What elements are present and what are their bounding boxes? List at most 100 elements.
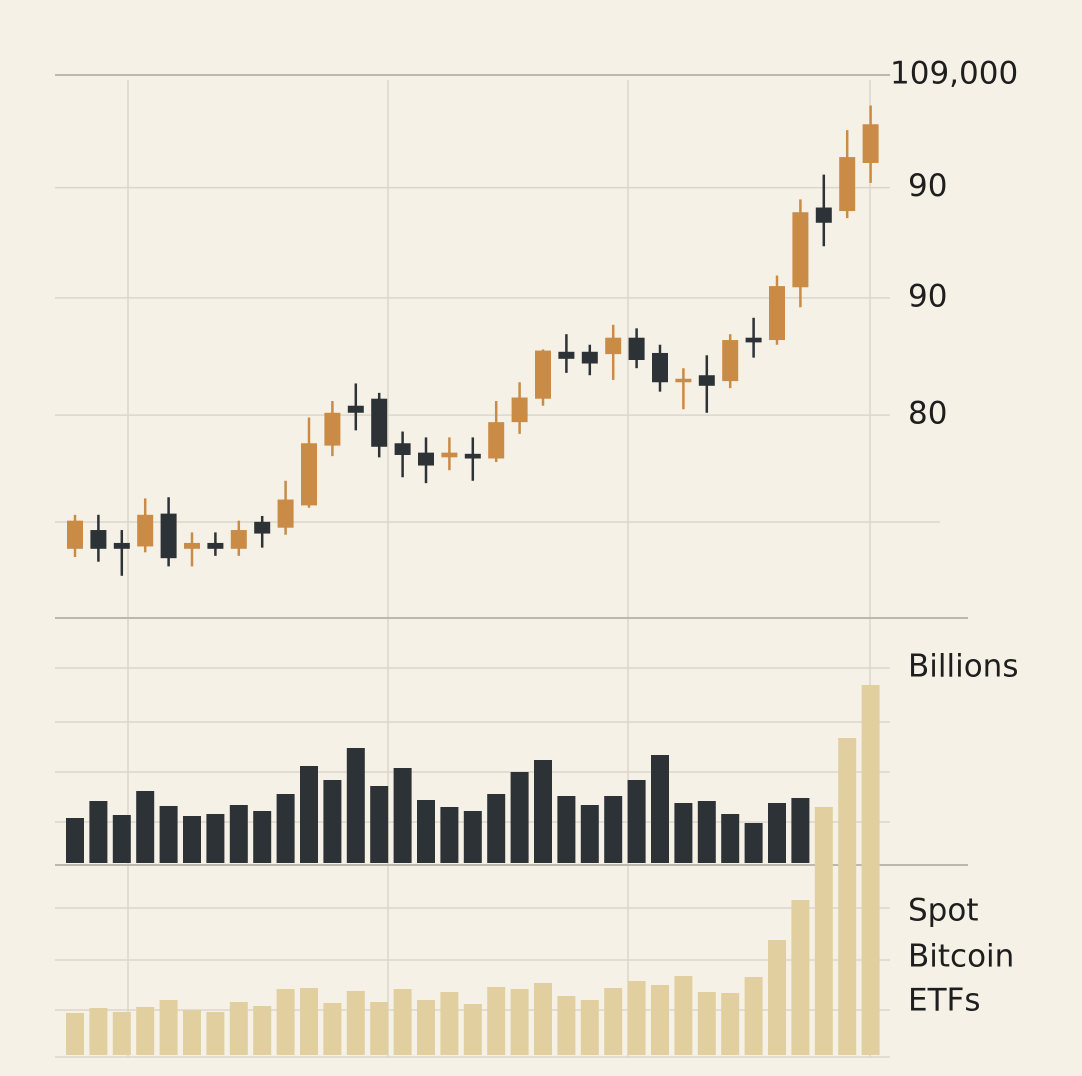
bar (89, 801, 108, 863)
bar (229, 805, 248, 863)
bar (604, 988, 623, 1055)
bar (300, 988, 318, 1055)
candle-body (652, 352, 668, 383)
bar (791, 798, 810, 863)
bar (159, 1000, 178, 1055)
bar (651, 985, 669, 1055)
bar (604, 796, 623, 863)
bar (463, 1004, 482, 1055)
bar (487, 794, 506, 863)
bar (510, 772, 529, 863)
etf-label: Spot (908, 893, 978, 929)
bar (159, 806, 178, 863)
candle-body (511, 397, 528, 423)
candle-body (769, 286, 785, 341)
candle-body (113, 542, 130, 549)
bar (136, 1007, 155, 1055)
bar (487, 987, 506, 1055)
candle-body (815, 207, 832, 223)
bar (370, 1002, 389, 1055)
bar (697, 801, 716, 863)
candle-body (441, 452, 458, 458)
bar (534, 760, 552, 863)
bar (744, 823, 763, 863)
candle-body (67, 520, 83, 549)
candle-body (301, 443, 317, 506)
candle-body (324, 412, 341, 446)
candle-body (277, 499, 294, 528)
bar (440, 992, 459, 1055)
bar (89, 1008, 108, 1055)
candle-body (371, 398, 388, 447)
y-tick-label: 90 (908, 278, 947, 314)
etf-label: Bitcoin (908, 939, 1014, 975)
bar (861, 685, 880, 1055)
bar (791, 900, 810, 1055)
bar (112, 815, 131, 863)
bar (440, 807, 459, 863)
bar (768, 803, 786, 863)
candle-body (184, 542, 200, 549)
candle-body (722, 340, 739, 382)
bar (721, 814, 740, 863)
bar (534, 983, 552, 1055)
bar (417, 800, 435, 863)
candle-body (464, 453, 481, 459)
bar (346, 991, 365, 1055)
candle-body (605, 337, 622, 355)
candle-body (207, 542, 224, 549)
bar (721, 993, 740, 1055)
candle-body (160, 513, 177, 559)
candle-body (137, 514, 154, 547)
candle-body (628, 337, 645, 360)
bar (66, 818, 84, 863)
bar (229, 1002, 248, 1055)
volume-label: Billions (908, 649, 1018, 685)
candle-body (558, 351, 575, 359)
candle-body (698, 375, 715, 386)
bar (814, 807, 833, 1055)
candle-body (862, 124, 879, 163)
candle-body (90, 530, 107, 549)
candle-body (792, 212, 809, 288)
bar (136, 791, 155, 863)
bar (651, 755, 669, 863)
bar (768, 940, 786, 1055)
bar (323, 780, 342, 863)
candle-body (581, 351, 598, 364)
bar (417, 1000, 435, 1055)
candle-body (488, 422, 505, 459)
bar (557, 996, 576, 1055)
candle-body (347, 405, 364, 413)
bar (744, 977, 763, 1055)
bar (276, 794, 295, 863)
bar (370, 786, 389, 863)
bar (697, 992, 716, 1055)
bar (323, 1003, 342, 1055)
bar (580, 1000, 599, 1055)
y-tick-label: 80 (908, 396, 947, 432)
candle-body (394, 443, 411, 455)
etf-label: ETFs (908, 983, 981, 1019)
bar (346, 748, 365, 863)
bar (393, 989, 412, 1055)
bar (112, 1012, 131, 1055)
bar (674, 976, 693, 1055)
bar (463, 811, 482, 863)
candle-body (535, 350, 551, 399)
bar (627, 780, 646, 863)
candle-body (254, 521, 271, 534)
bar (627, 981, 646, 1055)
bar (300, 766, 318, 863)
bar (393, 768, 412, 863)
y-tick-label: 90 (908, 168, 947, 204)
bar (674, 803, 693, 863)
bar (253, 1006, 272, 1055)
bar (183, 1010, 201, 1055)
bar (206, 1012, 225, 1055)
bar (253, 811, 272, 863)
candle-body (675, 378, 692, 383)
y-tick-label: 109,000 (890, 56, 1018, 92)
